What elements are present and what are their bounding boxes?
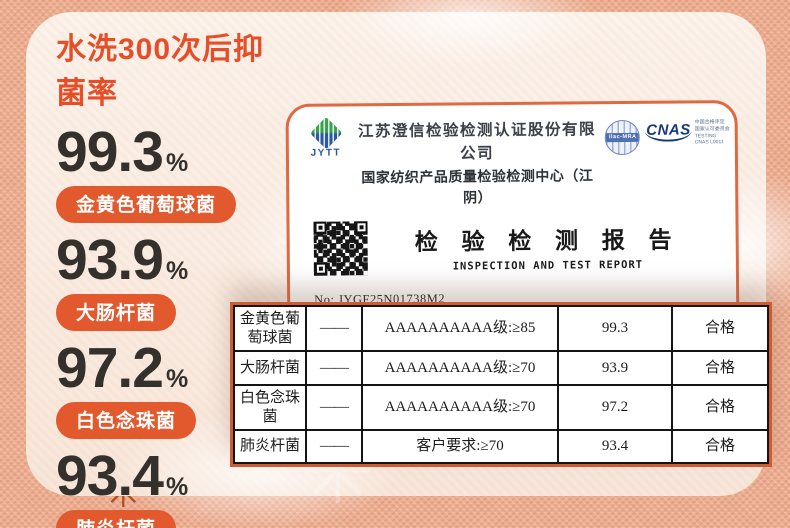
agency-line2: 国家纺织产品质量检验检测中心（江阴） — [361, 166, 594, 205]
qr-finder-icon — [313, 262, 327, 276]
cell-result: 93.4 — [559, 431, 673, 462]
cell-verdict: 合格 — [673, 307, 767, 352]
cnas-logo-text: CNAS — [645, 119, 692, 142]
cell-dash: —— — [307, 431, 363, 462]
report-title-block: 检 验 检 测 报 告 INSPECTION AND TEST REPORT — [379, 216, 715, 273]
cnas-small-line: 国家认可委员会 — [694, 125, 730, 133]
cell-dash: —— — [307, 386, 363, 431]
agency-line1: 江苏澄信检验检测认证股份有限公司 — [357, 121, 597, 163]
cell-dash: —— — [307, 307, 363, 352]
stat-value: 93.4 — [56, 444, 164, 508]
cell-result: 99.3 — [559, 307, 673, 352]
cell-standard: AAAAAAAAAA级:≥85 — [363, 307, 559, 352]
test-results-table: 金黄色葡萄球菌 —— AAAAAAAAAA级:≥85 99.3 合格 大肠杆菌 … — [230, 302, 772, 467]
stat-value: 93.9 — [56, 228, 164, 292]
certificate-header: JYTT 江苏澄信检验检测认证股份有限公司 国家纺织产品质量检验检测中心（江阴）… — [288, 103, 735, 209]
stat-ecoli: 93.9% 大肠杆菌 — [56, 232, 291, 331]
cell-dash: —— — [307, 352, 363, 386]
accreditation-marks: ilac-MRA CNAS 中国合格评定 国家认可委员会 TESTING CNA… — [605, 116, 730, 156]
cell-bacteria-name: 金黄色葡萄球菌 — [235, 307, 307, 352]
cell-result: 97.2 — [559, 386, 673, 431]
report-subtitle: INSPECTION AND TEST REPORT — [452, 258, 644, 273]
page-title: 水洗300次后抑菌率 — [56, 33, 265, 110]
agency-name: 江苏澄信检验检测认证股份有限公司 国家纺织产品质量检验检测中心（江阴） — [357, 117, 598, 209]
jytt-logo: JYTT — [303, 116, 349, 159]
cnas-small-print: 中国合格评定 国家认可委员会 TESTING CNAS L0011 — [694, 119, 730, 146]
cell-bacteria-name: 大肠杆菌 — [235, 352, 307, 386]
cell-verdict: 合格 — [673, 386, 767, 431]
qr-finder-icon — [354, 220, 368, 234]
qr-code — [311, 218, 370, 278]
stat-value: 97.2 — [56, 336, 164, 400]
qr-finder-icon — [313, 221, 327, 235]
stat-number: 97.2% — [56, 340, 291, 397]
cnas-mark: CNAS 中国合格评定 国家认可委员会 TESTING CNAS L0011 — [645, 119, 730, 147]
percent-sign: % — [165, 149, 189, 177]
cell-standard: AAAAAAAAAA级:≥70 — [363, 386, 559, 431]
percent-sign: % — [165, 257, 189, 285]
test-results-grid: 金黄色葡萄球菌 —— AAAAAAAAAA级:≥85 99.3 合格 大肠杆菌 … — [233, 305, 769, 464]
percent-sign: % — [165, 473, 189, 501]
stat-number: 93.9% — [56, 232, 291, 289]
report-title: 检 验 检 测 报 告 — [414, 227, 681, 255]
cell-verdict: 合格 — [673, 352, 767, 386]
cell-standard: 客户要求:≥70 — [363, 431, 559, 462]
stat-label-badge: 大肠杆菌 — [56, 294, 177, 331]
stat-label-badge: 白色念珠菌 — [56, 402, 197, 439]
cell-verdict: 合格 — [704, 438, 735, 455]
stat-label-badge: 金黄色葡萄球菌 — [56, 186, 237, 223]
jytt-diamond-icon — [309, 116, 342, 150]
percent-sign: % — [165, 365, 189, 393]
cnas-small-line: CNAS L0011 — [694, 139, 724, 146]
cnas-small-line: 中国合格评定 — [694, 119, 725, 126]
stat-value: 99.3 — [56, 120, 164, 184]
cell-bacteria-name: 白色念珠菌 — [235, 386, 307, 431]
cell-standard: AAAAAAAAAA级:≥70 — [363, 352, 559, 386]
stat-number: 99.3% — [56, 124, 291, 181]
stat-staph: 99.3% 金黄色葡萄球菌 — [56, 124, 291, 223]
cell-result: 93.9 — [559, 352, 673, 386]
report-title-row: 检 验 检 测 报 告 INSPECTION AND TEST REPORT — [289, 206, 736, 278]
stat-label-badge: 肺炎杆菌 — [56, 510, 177, 528]
ilac-mra-icon: ilac-MRA — [605, 119, 641, 156]
cell-bacteria-name: 肺炎杆菌 — [235, 431, 307, 462]
ilac-mra-label: ilac-MRA — [605, 132, 641, 143]
